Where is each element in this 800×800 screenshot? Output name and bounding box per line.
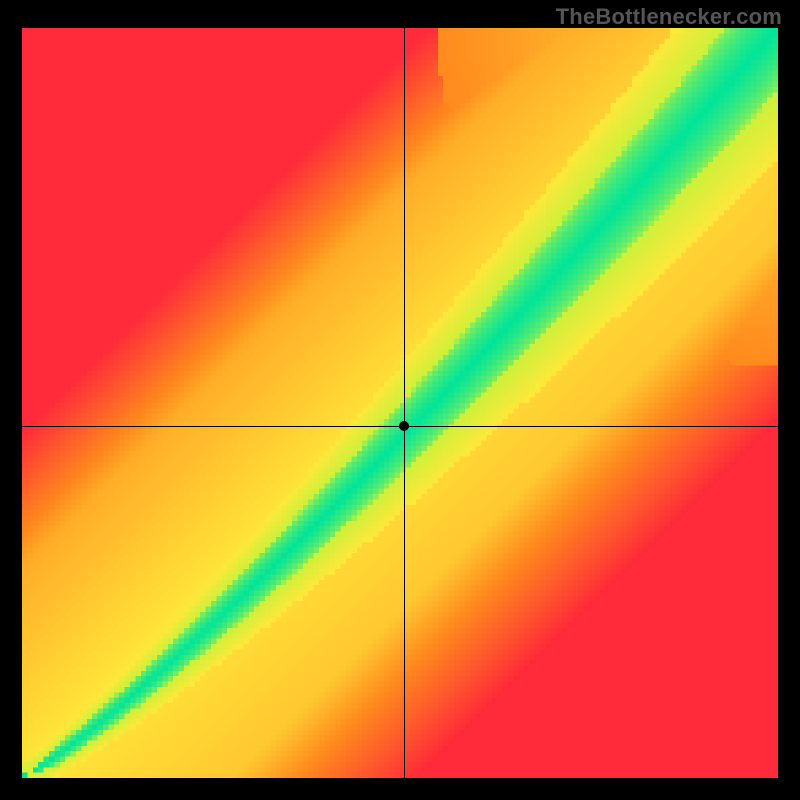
heatmap-canvas	[22, 28, 778, 778]
heatmap-region	[22, 28, 778, 778]
chart-frame: TheBottlenecker.com	[0, 0, 800, 800]
watermark-text: TheBottlenecker.com	[556, 4, 782, 30]
crosshair-marker	[399, 421, 409, 431]
crosshair-vertical	[404, 28, 405, 778]
